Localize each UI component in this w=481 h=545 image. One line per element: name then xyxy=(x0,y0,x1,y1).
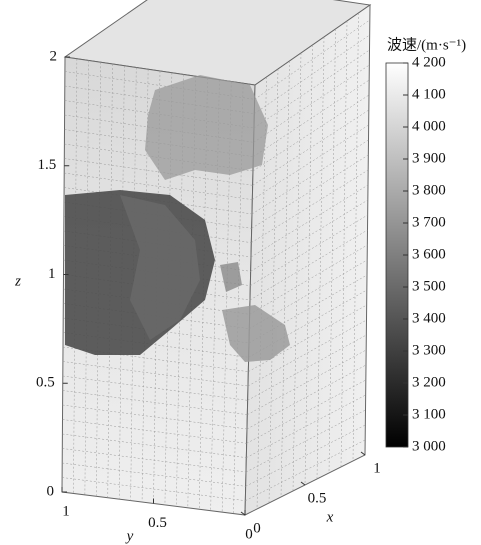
x-tick-label: 1 xyxy=(373,460,381,476)
x-tick-label: 0 xyxy=(253,520,261,536)
colorbar-tick-label: 3 500 xyxy=(412,278,446,294)
volume xyxy=(62,0,370,515)
z-tick-label: 1 xyxy=(48,266,56,282)
x-axis-label: x xyxy=(326,509,334,525)
colorbar-tick-label: 4 100 xyxy=(412,86,446,102)
colorbar-tick-label: 3 400 xyxy=(412,310,446,326)
colorbar-tick-label: 3 800 xyxy=(412,182,446,198)
y-tick-label: 1 xyxy=(62,503,70,519)
colorbar-tick-label: 3 100 xyxy=(412,406,446,422)
colorbar-tick-label: 3 700 xyxy=(412,214,446,230)
z-axis-label: z xyxy=(14,273,21,289)
colorbar-tick-label: 3 000 xyxy=(412,438,446,454)
colorbar-tick-label: 3 200 xyxy=(412,374,446,390)
colorbar-tick-label: 3 300 xyxy=(412,342,446,358)
side-face xyxy=(245,5,370,515)
y-tick-label: 0.5 xyxy=(148,515,167,531)
y-axis-label: y xyxy=(125,528,134,544)
colorbar-tick-label: 3 600 xyxy=(412,246,446,262)
x-tick-label: 0.5 xyxy=(308,490,327,506)
colorbar-tick-label: 4 200 xyxy=(412,54,446,70)
z-tick-label: 1.5 xyxy=(38,157,57,173)
z-tick-label: 0 xyxy=(47,483,55,499)
y-tick-label: 0 xyxy=(245,526,253,542)
z-tick-label: 0.5 xyxy=(36,375,55,391)
low-velocity-body xyxy=(145,75,268,180)
colorbar-tick-label: 3 900 xyxy=(412,150,446,166)
colorbar-tick-label: 4 000 xyxy=(412,118,446,134)
chart: x y z 波速/(m·s⁻¹) 00.511.5210.5000.514 20… xyxy=(0,0,481,545)
colorbar-title: 波速/(m·s⁻¹) xyxy=(387,36,466,53)
z-tick-label: 2 xyxy=(50,48,58,64)
